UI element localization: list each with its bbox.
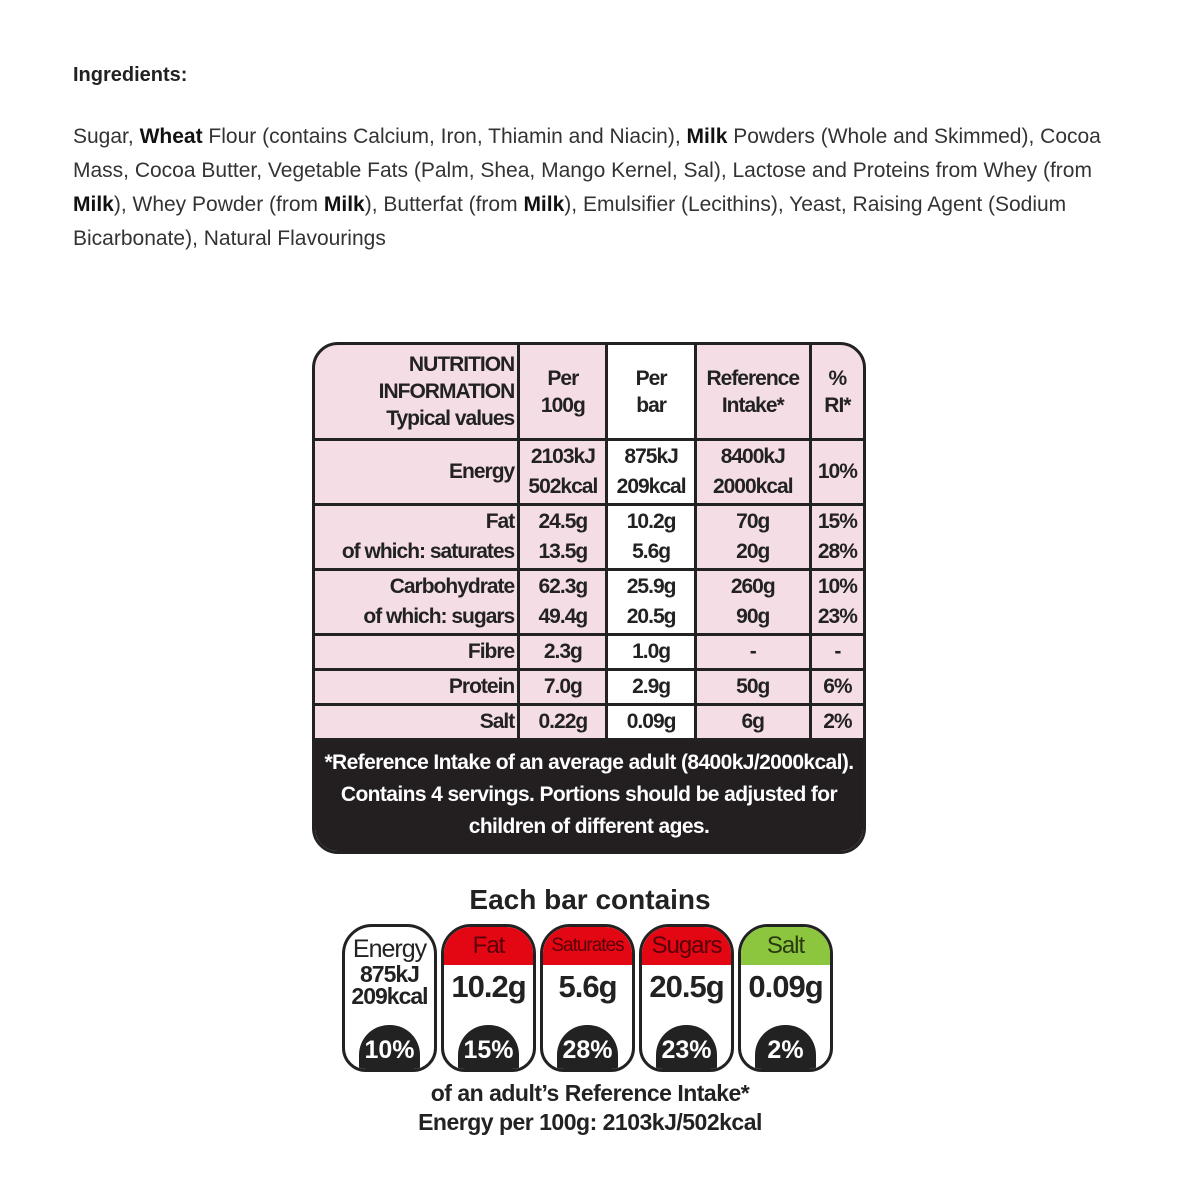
nutrition-cell: 2% bbox=[808, 703, 863, 741]
nutrition-cell: 24.5g 13.5g bbox=[517, 503, 609, 571]
column-header: Per bar bbox=[605, 345, 697, 441]
nutrition-cell: Fibre bbox=[315, 633, 521, 671]
nutrition-row: Carbohydrate of which: sugars 62.3g 49.4g 25… bbox=[315, 568, 863, 636]
nutrition-cell: - bbox=[693, 633, 812, 671]
energy-per-100g: Energy per 100g: 2103kJ/502kcal bbox=[418, 1109, 762, 1135]
allergen: Milk bbox=[73, 193, 114, 216]
badge-percent: 2% bbox=[755, 1025, 816, 1069]
ingredient-text: Powders (Whole and Skimmed), Cocoa Mass,… bbox=[73, 125, 1101, 182]
nutrition-cell: 260g 90g bbox=[693, 568, 812, 636]
nutrition-cell: 2.3g bbox=[517, 633, 609, 671]
reference-intake-note: of an adult’s Reference Intake* bbox=[430, 1080, 750, 1106]
nutrition-header: NUTRITION INFORMATION Typical values Per 100… bbox=[315, 345, 863, 441]
nutrition-cell: 1.0g bbox=[605, 633, 697, 671]
nutrition-cell: 50g bbox=[693, 668, 812, 706]
nutrition-cell: Salt bbox=[315, 703, 521, 741]
allergen: Milk bbox=[686, 125, 728, 148]
nutrition-table: NUTRITION INFORMATION Typical values Per 100… bbox=[312, 342, 866, 854]
column-header: Per 100g bbox=[517, 345, 609, 441]
ingredients-title: Ingredients: bbox=[73, 64, 188, 86]
nutrition-cell: Carbohydrate of which: sugars bbox=[315, 568, 521, 636]
nutrition-row: Fat of which: saturates 24.5g 13.5g 10.2g 5.6… bbox=[315, 503, 863, 571]
badge-salt: Salt 0.09g 2% bbox=[738, 924, 833, 1072]
nutrition-row: Protein 7.0g 2.9g 50g 6% bbox=[315, 668, 863, 706]
nutrition-cell: 10% 23% bbox=[808, 568, 863, 636]
nutrition-cell: 0.09g bbox=[605, 703, 697, 741]
badge-name: Saturates bbox=[543, 927, 632, 965]
nutrition-cell: 6g bbox=[693, 703, 812, 741]
badge-value: 20.5g bbox=[649, 969, 724, 1004]
nutrition-row: Fibre 2.3g 1.0g - - bbox=[315, 633, 863, 671]
nutrition-cell: 7.0g bbox=[517, 668, 609, 706]
ingredient-text: Flour (contains Calcium, Iron, Thiamin a… bbox=[202, 125, 687, 148]
nutrition-cell: 10% bbox=[808, 438, 863, 506]
nutrition-cell: 25.9g 20.5g bbox=[605, 568, 697, 636]
allergen: Milk bbox=[323, 193, 365, 216]
nutrition-cell: 6% bbox=[808, 668, 863, 706]
allergen: Wheat bbox=[139, 125, 203, 148]
nutrition-row: Energy 2103kJ 502kcal 875kJ 209kcal 8400kJ 200… bbox=[315, 438, 863, 506]
badge-name: Sugars bbox=[642, 927, 731, 965]
badge-value: 0.09g bbox=[748, 969, 823, 1004]
nutrition-cell: 10.2g 5.6g bbox=[605, 503, 697, 571]
nutrition-cell: 15% 28% bbox=[808, 503, 863, 571]
column-header: NUTRITION INFORMATION Typical values bbox=[315, 345, 521, 441]
nutrition-footnote: *Reference Intake of an average adult (8… bbox=[315, 741, 863, 851]
allergen: Milk bbox=[523, 193, 565, 216]
column-header: % RI* bbox=[808, 345, 863, 441]
nutrition-cell: Fat of which: saturates bbox=[315, 503, 521, 571]
column-header: Reference Intake* bbox=[693, 345, 812, 441]
nutrition-cell: 0.22g bbox=[517, 703, 609, 741]
ingredient-text: ), Emulsifier (Lecithins), Yeast, Raisin… bbox=[73, 193, 1067, 250]
nutrition-cell: 70g 20g bbox=[693, 503, 812, 571]
badge-value: 5.6g bbox=[558, 969, 617, 1004]
badge-value: 10.2g bbox=[451, 969, 526, 1004]
ingredient-text: Sugar, bbox=[73, 125, 140, 148]
nutrition-cell: 62.3g 49.4g bbox=[517, 568, 609, 636]
badge-name: Fat bbox=[444, 927, 533, 965]
traffic-light-label: Energy 875kJ 209kcal 10% Fat 10.2g 15% Saturate… bbox=[342, 924, 837, 1072]
badge-percent: 15% bbox=[458, 1025, 519, 1069]
badge-name: Salt bbox=[741, 927, 830, 965]
badge-percent: 28% bbox=[557, 1025, 618, 1069]
ingredient-text: ), Butterfat (from bbox=[364, 193, 524, 216]
badge-fat: Fat 10.2g 15% bbox=[441, 924, 536, 1072]
nutrition-cell: - bbox=[808, 633, 863, 671]
front-label-title: Each bar contains bbox=[469, 884, 711, 915]
badge-saturates: Saturates 5.6g 28% bbox=[540, 924, 635, 1072]
nutrition-cell: Protein bbox=[315, 668, 521, 706]
badge-energy: Energy 875kJ 209kcal 10% bbox=[342, 924, 437, 1072]
nutrition-cell: Energy bbox=[315, 438, 521, 506]
nutrition-cell: 875kJ 209kcal bbox=[605, 438, 697, 506]
badge-percent: 23% bbox=[656, 1025, 717, 1069]
nutrition-cell: 8400kJ 2000kcal bbox=[693, 438, 812, 506]
badge-energy-text: Energy 875kJ 209kcal bbox=[351, 935, 428, 1009]
badge-percent: 10% bbox=[359, 1025, 420, 1069]
badge-sugars: Sugars 20.5g 23% bbox=[639, 924, 734, 1072]
ingredient-text: ), Whey Powder (from bbox=[113, 193, 324, 216]
nutrition-cell: 2.9g bbox=[605, 668, 697, 706]
nutrition-cell: 2103kJ 502kcal bbox=[517, 438, 609, 506]
ingredients-list: Sugar, Wheat Flour (contains Calcium, Ir… bbox=[73, 120, 1133, 256]
nutrition-row: Salt 0.22g 0.09g 6g 2% bbox=[315, 703, 863, 741]
